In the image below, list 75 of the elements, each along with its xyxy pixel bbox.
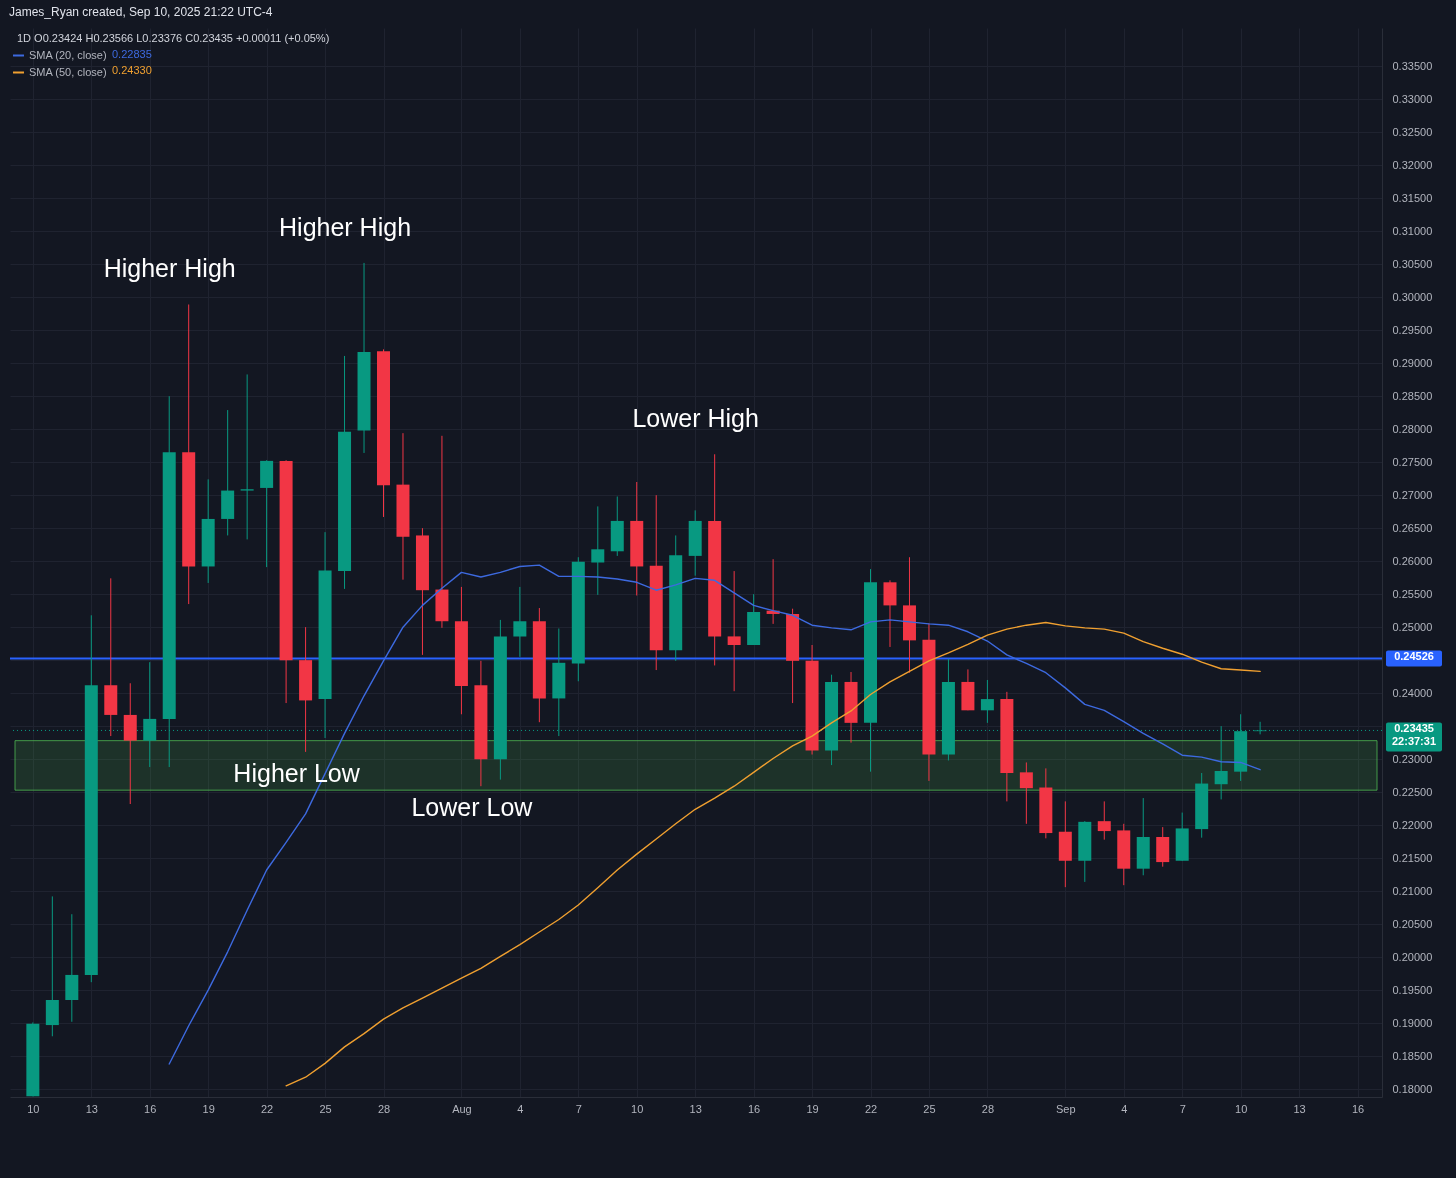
legend-label: SMA (20, close) xyxy=(29,48,107,61)
annotation: Lower High xyxy=(632,404,759,433)
y-tick-label: 0.25000 xyxy=(1392,620,1433,633)
x-tick-label: 28 xyxy=(377,1102,391,1115)
candlestick xyxy=(727,570,741,692)
x-tick-label: 19 xyxy=(202,1102,215,1115)
annotation: Higher High xyxy=(103,254,236,283)
x-tick-label: 22 xyxy=(261,1102,274,1115)
candlestick xyxy=(1214,725,1228,800)
legend-label: SMA (50, close) xyxy=(29,65,107,78)
y-tick-label: 0.28500 xyxy=(1392,389,1433,402)
annotation: Higher High xyxy=(279,212,412,241)
y-tick-label: 0.27500 xyxy=(1392,455,1433,468)
y-tick-label: 0.20000 xyxy=(1392,950,1433,963)
candlestick xyxy=(1097,800,1111,841)
y-tick-label: 0.32000 xyxy=(1392,158,1433,171)
line-series xyxy=(168,564,1261,1065)
chart-subtitle: 1D O0.23424 H0.23566 L0.23376 C0.23435 +0.00011 (+0.05%) xyxy=(17,32,330,44)
y-tick-label: 0.26000 xyxy=(1392,554,1433,567)
x-tick-label: Aug xyxy=(452,1102,472,1115)
y-tick-label: 0.32500 xyxy=(1392,125,1433,138)
x-tick-label: 25 xyxy=(923,1102,936,1115)
x-tick-label: Sep xyxy=(1056,1102,1076,1115)
x-tick-label: 10 xyxy=(631,1102,644,1115)
annotation: Lower Low xyxy=(411,793,534,822)
candlestick xyxy=(980,679,994,724)
x-tick-label: 25 xyxy=(319,1102,332,1115)
y-tick-label: 0.31000 xyxy=(1392,224,1433,237)
x-tick-label: 10 xyxy=(27,1102,40,1115)
x-tick-label: 22 xyxy=(864,1102,878,1115)
x-tick-label: 10 xyxy=(1235,1102,1248,1115)
x-tick-label: 13 xyxy=(1293,1102,1306,1115)
y-tick-label: 0.30000 xyxy=(1392,290,1433,303)
candlestick xyxy=(591,505,605,596)
x-tick-label: 16 xyxy=(144,1102,157,1115)
y-tick-label: 0.18500 xyxy=(1392,1049,1433,1062)
x-tick-label: 16 xyxy=(1351,1102,1365,1115)
y-tick-label: 0.19000 xyxy=(1392,1016,1433,1029)
x-tick-label: 13 xyxy=(689,1102,702,1115)
x-tick-label: 13 xyxy=(85,1102,98,1115)
y-tick-label: 0.22000 xyxy=(1392,818,1433,831)
x-tick-label: 7 xyxy=(575,1102,582,1115)
y-tick-label: 0.27000 xyxy=(1392,488,1433,501)
y-tick-label: 0.31500 xyxy=(1392,191,1433,204)
candlestick xyxy=(1019,761,1033,825)
chart-title: James_Ryan created, Sep 10, 2025 21:22 UTC-4 xyxy=(9,5,273,19)
annotation: 0.22835 xyxy=(112,48,152,60)
candlestick xyxy=(240,373,254,540)
x-tick-label: 28 xyxy=(981,1102,995,1115)
y-tick-label: 0.19500 xyxy=(1392,983,1433,996)
candlestick xyxy=(513,586,527,658)
x-tick-label: 16 xyxy=(748,1102,761,1115)
y-tick-label: 0.33000 xyxy=(1392,92,1433,105)
y-tick-label: 0.26500 xyxy=(1392,521,1433,534)
y-tick-label: 0.22500 xyxy=(1392,785,1433,798)
y-tick-label: 0.18000 xyxy=(1392,1082,1433,1095)
x-tick-label: 7 xyxy=(1179,1102,1186,1115)
x-tick-label: 4 xyxy=(1121,1102,1128,1115)
x-tick-label: 19 xyxy=(806,1102,819,1115)
ref-line-label: 0.23435 22:37:31 xyxy=(1391,722,1437,748)
y-tick-label: 0.30500 xyxy=(1392,257,1433,270)
ref-line-label: 0.24526 xyxy=(1394,650,1434,663)
y-tick-label: 0.20500 xyxy=(1392,917,1433,930)
y-tick-label: 0.28000 xyxy=(1392,422,1433,435)
y-tick-label: 0.29500 xyxy=(1392,323,1433,336)
y-tick-label: 0.29000 xyxy=(1392,356,1433,369)
y-tick-label: 0.33500 xyxy=(1392,59,1433,72)
y-tick-label: 0.23000 xyxy=(1392,752,1433,765)
y-tick-label: 0.21000 xyxy=(1392,884,1433,897)
y-tick-label: 0.24000 xyxy=(1392,686,1433,699)
candlestick xyxy=(883,579,897,648)
x-tick-label: 4 xyxy=(517,1102,524,1115)
y-tick-label: 0.25500 xyxy=(1392,587,1433,600)
y-tick-label: 0.21500 xyxy=(1392,851,1433,864)
annotation: 0.24330 xyxy=(112,64,152,76)
